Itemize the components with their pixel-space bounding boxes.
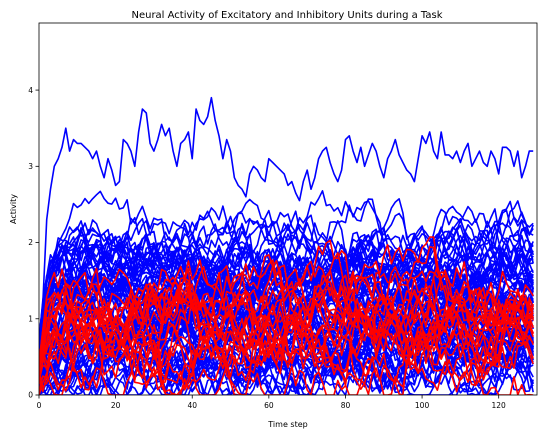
y-tick-label: 1 <box>28 314 33 323</box>
chart-title: Neural Activity of Excitatory and Inhibi… <box>131 10 442 21</box>
excitatory-trace <box>39 279 534 356</box>
inhibitory-trace <box>39 283 534 374</box>
excitatory-trace <box>39 219 534 357</box>
x-tick-label: 120 <box>492 401 507 410</box>
x-tick-label: 100 <box>415 401 430 410</box>
inhibitory-trace <box>39 265 534 368</box>
x-tick-label: 20 <box>111 401 121 410</box>
inhibitory-trace <box>39 239 534 375</box>
plot-area <box>38 22 538 396</box>
excitatory-trace <box>39 210 534 341</box>
inhibitory-trace <box>39 303 534 395</box>
inhibitory-trace <box>39 307 534 395</box>
excitatory-trace <box>39 269 534 361</box>
x-tick-label: 60 <box>264 401 274 410</box>
x-tick-label: 0 <box>37 401 42 410</box>
inhibitory-trace <box>39 236 534 364</box>
inhibitory-trace <box>39 259 534 363</box>
inhibitory-trace <box>39 288 534 372</box>
x-tick-label: 80 <box>341 401 351 410</box>
plot-frame <box>38 22 538 396</box>
y-axis-ticks: 0 1 2 3 4 <box>28 86 39 400</box>
y-tick-label: 3 <box>28 162 33 171</box>
y-axis-label: Activity <box>9 194 18 224</box>
x-tick-label: 40 <box>187 401 197 410</box>
series-inhibitory <box>39 236 534 395</box>
y-tick-label: 4 <box>28 86 33 95</box>
y-tick-label: 2 <box>28 238 33 247</box>
x-axis-label: Time step <box>267 420 307 429</box>
excitatory-trace <box>39 96 534 395</box>
y-tick-label: 0 <box>28 391 33 400</box>
x-axis-ticks: 0 20 40 60 80 100 120 <box>37 395 506 410</box>
excitatory-trace <box>39 190 534 349</box>
